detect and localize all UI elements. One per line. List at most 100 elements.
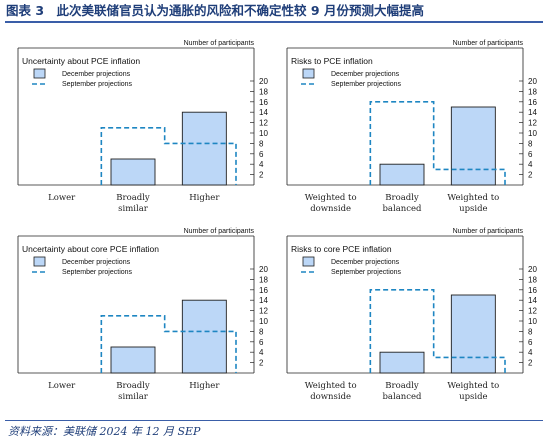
bar-december-2 <box>450 106 496 186</box>
footer-rule <box>5 420 543 421</box>
participants-label: Number of participants <box>184 40 255 47</box>
y-tick-label: 6 <box>528 338 533 347</box>
y-tick-label: 6 <box>259 338 264 347</box>
legend-label: September projections <box>62 269 133 276</box>
y-tick-label: 2 <box>528 171 533 180</box>
y-tick-label: 20 <box>528 77 537 86</box>
legend-swatch-bar <box>33 68 46 79</box>
y-tick-label: 12 <box>528 119 537 128</box>
legend-swatch-bar <box>302 68 315 79</box>
y-tick-label: 6 <box>528 150 533 159</box>
y-tick-label: 14 <box>259 296 268 305</box>
legend-label: December projections <box>331 71 400 78</box>
panel-title: Risks to PCE inflation <box>291 56 373 66</box>
bar-december-1 <box>379 163 425 186</box>
category-label: Broadly <box>385 193 419 203</box>
y-tick-label: 4 <box>259 348 264 357</box>
y-tick-label: 10 <box>528 129 537 138</box>
legend-label: December projections <box>62 71 131 78</box>
category-label: Broadly <box>385 381 419 391</box>
bar-december-2 <box>181 299 227 374</box>
y-tick-label: 8 <box>528 139 533 148</box>
participants-label: Number of participants <box>453 40 524 47</box>
category-label: Weighted to <box>305 193 357 203</box>
september-outline <box>369 289 506 373</box>
bar-december-1 <box>379 351 425 374</box>
y-tick-label: 16 <box>259 98 268 107</box>
legend-label: September projections <box>62 81 133 88</box>
y-tick-label: 10 <box>259 129 268 138</box>
y-tick-label: 4 <box>259 160 264 169</box>
category-label: Higher <box>189 381 220 391</box>
panel-title: Risks to core PCE inflation <box>291 244 392 254</box>
chart-panel-risks-pce: Number of participants Risks to PCE infla… <box>286 38 542 238</box>
category-label: similar <box>118 392 149 402</box>
chart-panel-risks-core-pce: Number of participants Risks to core PCE … <box>286 226 542 426</box>
figure-title: 图表 3 此次美联储官员认为通胀的风险和不确定性较 9 月份预测大幅提高 <box>6 3 424 18</box>
category-label: upside <box>459 392 487 402</box>
category-label: Weighted to <box>447 381 499 391</box>
y-tick-label: 18 <box>259 275 268 284</box>
category-label: Lower <box>48 381 76 391</box>
y-tick-label: 8 <box>259 327 264 336</box>
category-label: Weighted to <box>447 193 499 203</box>
legend: December projections September projection… <box>32 68 133 88</box>
september-outline <box>100 127 237 185</box>
y-tick-label: 14 <box>259 108 268 117</box>
bar-december-2 <box>181 111 227 186</box>
bar-december-2 <box>450 294 496 374</box>
bar-december-1 <box>110 346 156 374</box>
category-label: Lower <box>48 193 76 203</box>
y-tick-label: 18 <box>259 87 268 96</box>
chart-panel-uncertainty-core-pce: Number of participants Uncertainty about … <box>17 226 273 426</box>
y-tick-label: 2 <box>528 359 533 368</box>
category-label: similar <box>118 204 149 214</box>
y-tick-label: 14 <box>528 296 537 305</box>
legend-label: December projections <box>331 259 400 266</box>
category-label: Broadly <box>116 381 150 391</box>
chart-svg: Number of participants Uncertainty about … <box>17 40 268 214</box>
y-tick-label: 16 <box>259 286 268 295</box>
y-tick-label: 20 <box>528 265 537 274</box>
chart-svg: Number of participants Risks to PCE infla… <box>286 40 537 214</box>
september-outline <box>369 101 506 185</box>
legend: December projections September projection… <box>301 256 402 276</box>
y-tick-label: 6 <box>259 150 264 159</box>
category-label: Broadly <box>116 193 150 203</box>
legend-swatch-bar <box>33 256 46 267</box>
participants-label: Number of participants <box>184 228 255 235</box>
y-tick-label: 20 <box>259 265 268 274</box>
category-label: downside <box>310 204 351 214</box>
y-tick-label: 12 <box>259 307 268 316</box>
legend-swatch-bar <box>302 256 315 267</box>
y-tick-label: 18 <box>528 275 537 284</box>
y-tick-label: 2 <box>259 171 264 180</box>
y-tick-label: 16 <box>528 286 537 295</box>
panel-title: Uncertainty about core PCE inflation <box>22 244 159 254</box>
source-note: 资料来源：美联储 2024 年 12 月 SEP <box>8 425 201 438</box>
title-rule <box>5 21 543 23</box>
participants-label: Number of participants <box>453 228 524 235</box>
category-label: Weighted to <box>305 381 357 391</box>
september-outline <box>100 315 237 373</box>
category-label: upside <box>459 204 487 214</box>
y-tick-label: 4 <box>528 160 533 169</box>
category-label: downside <box>310 392 351 402</box>
y-tick-label: 20 <box>259 77 268 86</box>
y-tick-label: 14 <box>528 108 537 117</box>
y-tick-label: 12 <box>259 119 268 128</box>
y-tick-label: 4 <box>528 348 533 357</box>
legend: December projections September projection… <box>32 256 133 276</box>
legend: December projections September projection… <box>301 68 402 88</box>
y-tick-label: 10 <box>528 317 537 326</box>
y-tick-label: 8 <box>259 139 264 148</box>
category-label: balanced <box>382 204 422 214</box>
legend-label: September projections <box>331 81 402 88</box>
category-label: Higher <box>189 193 220 203</box>
bar-december-1 <box>110 158 156 186</box>
y-tick-label: 2 <box>259 359 264 368</box>
legend-label: December projections <box>62 259 131 266</box>
chart-svg: Number of participants Uncertainty about … <box>17 228 268 402</box>
y-tick-label: 12 <box>528 307 537 316</box>
panel-title: Uncertainty about PCE inflation <box>22 56 140 66</box>
